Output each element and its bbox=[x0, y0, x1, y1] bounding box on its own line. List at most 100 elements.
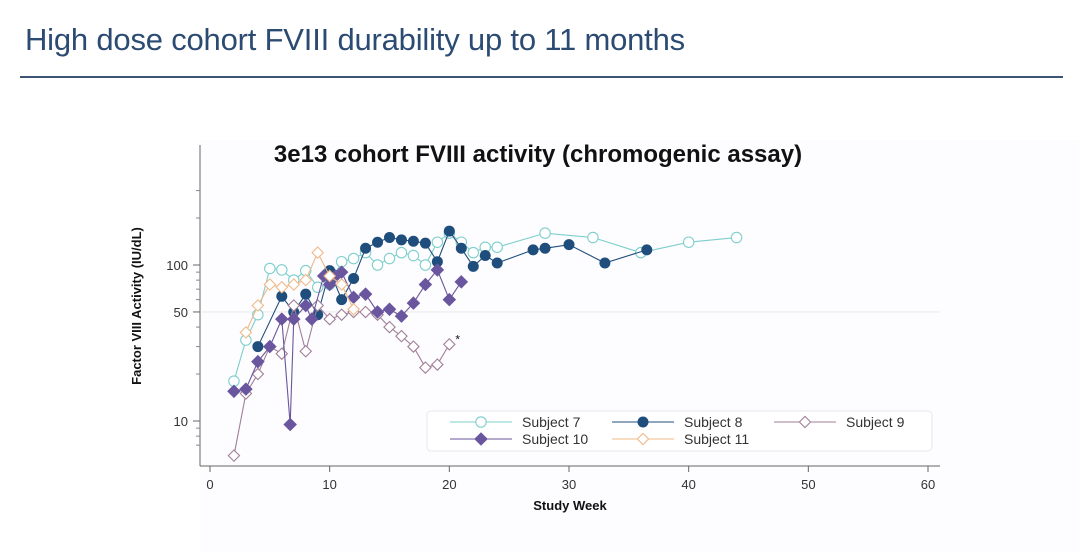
data-point bbox=[730, 231, 743, 244]
legend-marker bbox=[637, 416, 649, 428]
legend: Subject 7 Subject 8 Subject 9 Subject 10 Sub… bbox=[426, 410, 933, 452]
data-point bbox=[360, 242, 372, 254]
data-point bbox=[227, 449, 241, 462]
data-point bbox=[407, 235, 419, 247]
data-point bbox=[539, 242, 551, 254]
legend-item: Subject 7 bbox=[450, 414, 581, 430]
data-point bbox=[419, 259, 432, 271]
data-point bbox=[358, 287, 373, 301]
y-tick-label: 10 bbox=[174, 414, 188, 429]
data-point bbox=[467, 260, 479, 272]
x-axis-title: Study Week bbox=[533, 498, 607, 513]
x-tick-label: 20 bbox=[442, 477, 456, 492]
data-point bbox=[419, 237, 431, 249]
data-point bbox=[348, 272, 360, 284]
series-subject-11 bbox=[239, 246, 360, 339]
data-point bbox=[239, 325, 253, 339]
data-point bbox=[336, 294, 348, 306]
title-divider bbox=[20, 76, 1063, 78]
series-subject-9 bbox=[227, 299, 456, 462]
x-tick-label: 30 bbox=[562, 477, 576, 492]
data-point bbox=[491, 241, 503, 253]
y-axis-title: Factor VIII Activity (IU/dL) bbox=[129, 227, 144, 385]
x-tick-label: 10 bbox=[322, 477, 336, 492]
data-point bbox=[263, 339, 277, 354]
data-point bbox=[491, 257, 503, 269]
data-point bbox=[442, 337, 456, 351]
data-point bbox=[407, 249, 420, 262]
data-point bbox=[372, 236, 384, 248]
data-point bbox=[599, 257, 611, 269]
data-point bbox=[251, 354, 265, 369]
series-line bbox=[245, 251, 355, 333]
data-point bbox=[322, 277, 337, 292]
legend-item: Subject 11 bbox=[612, 431, 749, 447]
data-point bbox=[455, 242, 467, 254]
x-tick-label: 50 bbox=[801, 477, 815, 492]
data-point bbox=[323, 269, 337, 283]
legend-label: Subject 7 bbox=[522, 414, 581, 430]
data-point bbox=[252, 341, 264, 353]
data-point bbox=[527, 244, 539, 256]
data-point bbox=[682, 236, 695, 248]
data-point bbox=[335, 278, 349, 291]
data-point bbox=[539, 227, 551, 239]
data-point bbox=[587, 231, 599, 244]
data-point bbox=[311, 246, 325, 260]
data-point bbox=[275, 347, 289, 361]
data-point bbox=[395, 234, 407, 246]
data-point bbox=[395, 329, 408, 343]
data-point bbox=[283, 417, 297, 432]
data-point bbox=[335, 255, 348, 268]
data-point bbox=[227, 384, 241, 399]
data-point bbox=[347, 302, 360, 316]
data-point bbox=[467, 246, 480, 259]
data-point bbox=[382, 302, 397, 317]
data-point bbox=[276, 264, 288, 276]
data-point bbox=[263, 278, 277, 291]
axes-group: 10 50 100 0 10 20 30 40 50 60 bbox=[166, 145, 940, 492]
legend-marker bbox=[798, 415, 812, 429]
legend-item: Subject 9 bbox=[774, 414, 905, 430]
data-point bbox=[406, 296, 421, 310]
data-point bbox=[454, 275, 469, 289]
data-point bbox=[275, 312, 289, 326]
data-point bbox=[443, 225, 455, 237]
data-point bbox=[298, 298, 313, 313]
legend-label: Subject 11 bbox=[684, 431, 749, 447]
legend-marker bbox=[636, 432, 650, 446]
data-point bbox=[442, 292, 457, 307]
data-point bbox=[287, 299, 301, 312]
data-point bbox=[300, 288, 312, 300]
data-point bbox=[383, 252, 396, 265]
data-point bbox=[407, 340, 420, 353]
data-point bbox=[394, 309, 409, 323]
legend-label: Subject 10 bbox=[522, 431, 588, 447]
data-point bbox=[323, 312, 337, 326]
data-point bbox=[641, 244, 653, 256]
x-tick-label: 60 bbox=[921, 477, 935, 492]
data-point bbox=[347, 252, 360, 265]
data-point bbox=[430, 263, 445, 277]
y-tick-label: 50 bbox=[174, 305, 188, 320]
data-point bbox=[430, 358, 444, 371]
data-point bbox=[479, 250, 491, 262]
data-point bbox=[383, 320, 396, 334]
data-point bbox=[431, 236, 444, 248]
data-point bbox=[275, 280, 289, 294]
data-point bbox=[335, 308, 349, 322]
data-point bbox=[264, 262, 276, 275]
legend-marker bbox=[475, 416, 487, 428]
data-point bbox=[563, 239, 575, 251]
series-group bbox=[227, 225, 743, 462]
chart-title: 3e13 cohort FVIII activity (chromogenic … bbox=[274, 141, 802, 168]
data-point bbox=[304, 312, 319, 326]
x-tick-label: 0 bbox=[206, 477, 213, 492]
slide-title: High dose cohort FVIII durability up to … bbox=[25, 22, 685, 57]
data-point bbox=[299, 344, 313, 358]
data-point bbox=[419, 361, 432, 374]
data-point bbox=[299, 273, 313, 287]
data-point bbox=[384, 232, 395, 244]
data-point bbox=[287, 278, 301, 291]
